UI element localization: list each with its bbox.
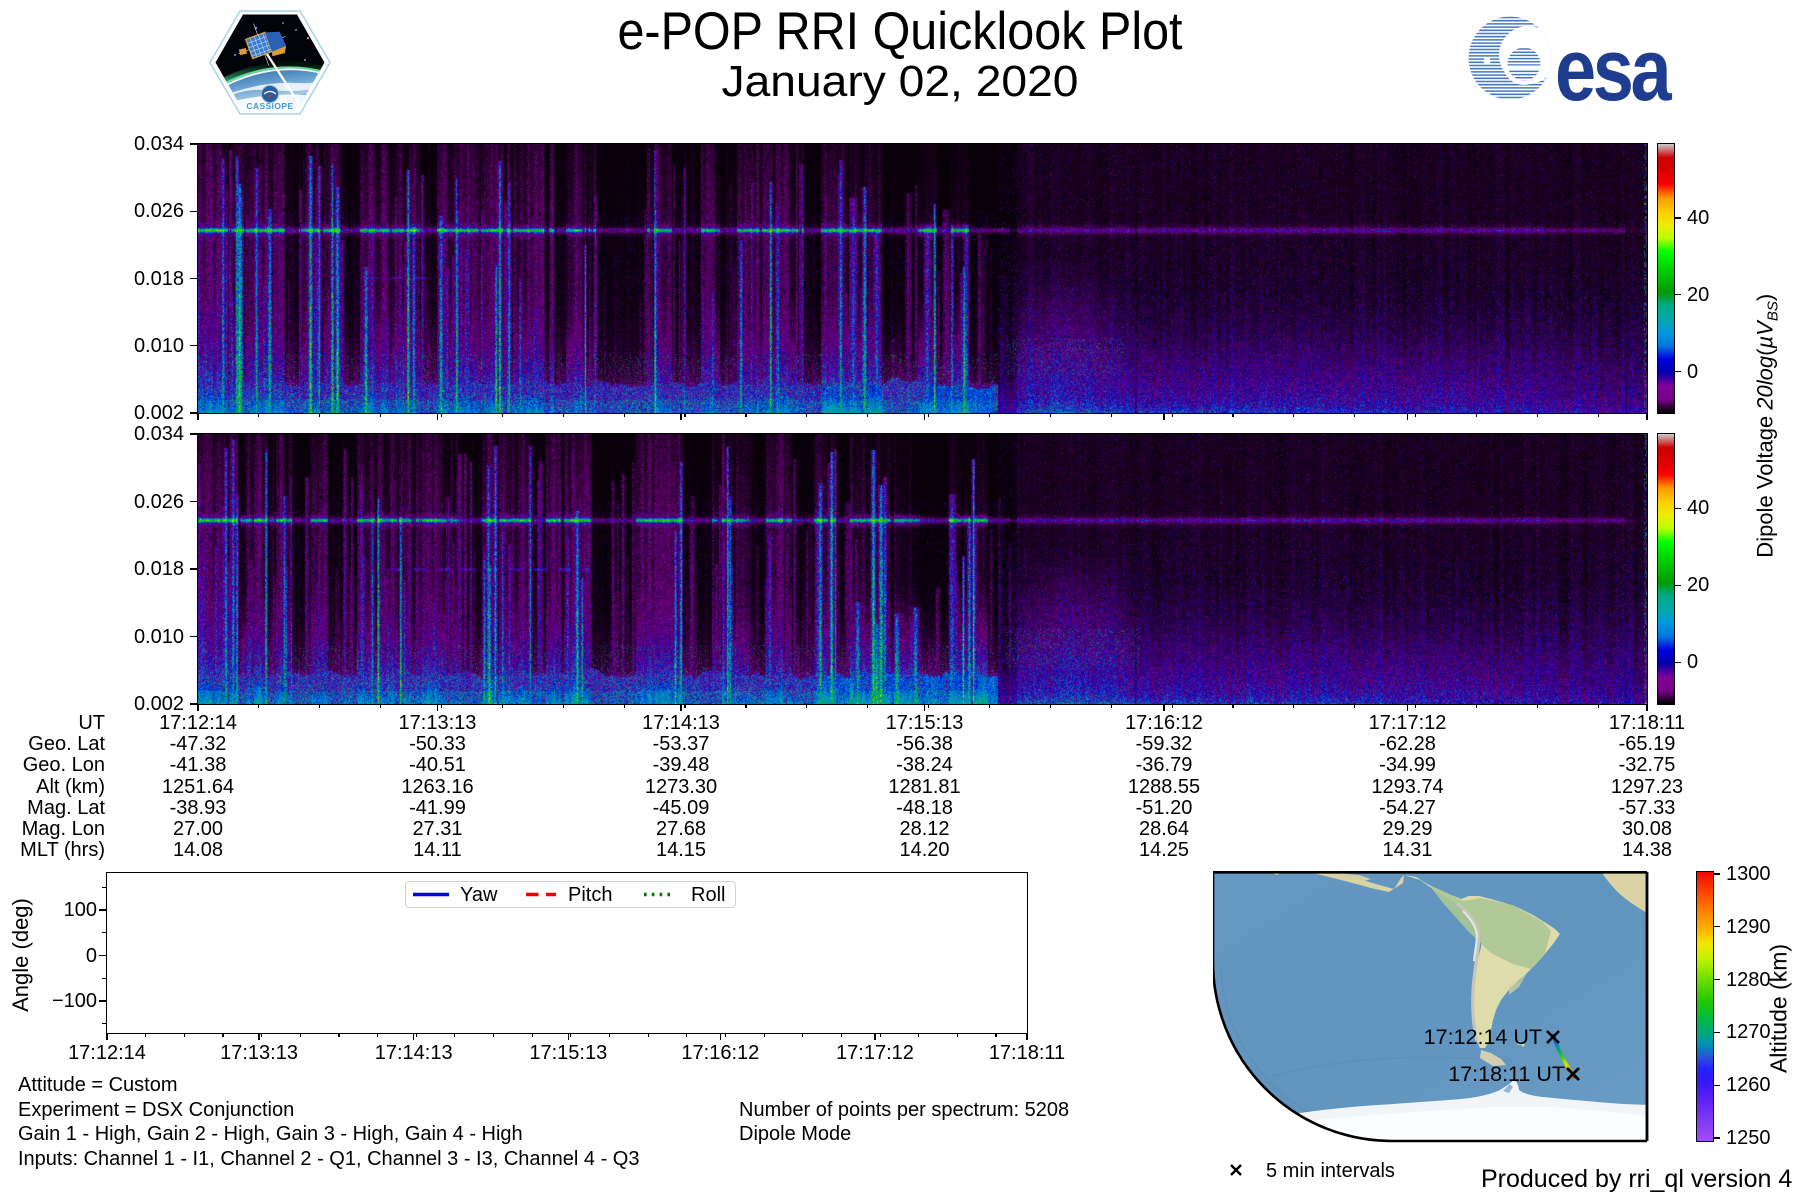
svg-text:CASSIOPE: CASSIOPE — [246, 101, 293, 111]
svg-text:esa: esa — [1555, 21, 1672, 107]
svg-text:17:18:11 UT: 17:18:11 UT — [1448, 1062, 1565, 1086]
svg-text:17:12:14 UT: 17:12:14 UT — [1424, 1025, 1542, 1049]
